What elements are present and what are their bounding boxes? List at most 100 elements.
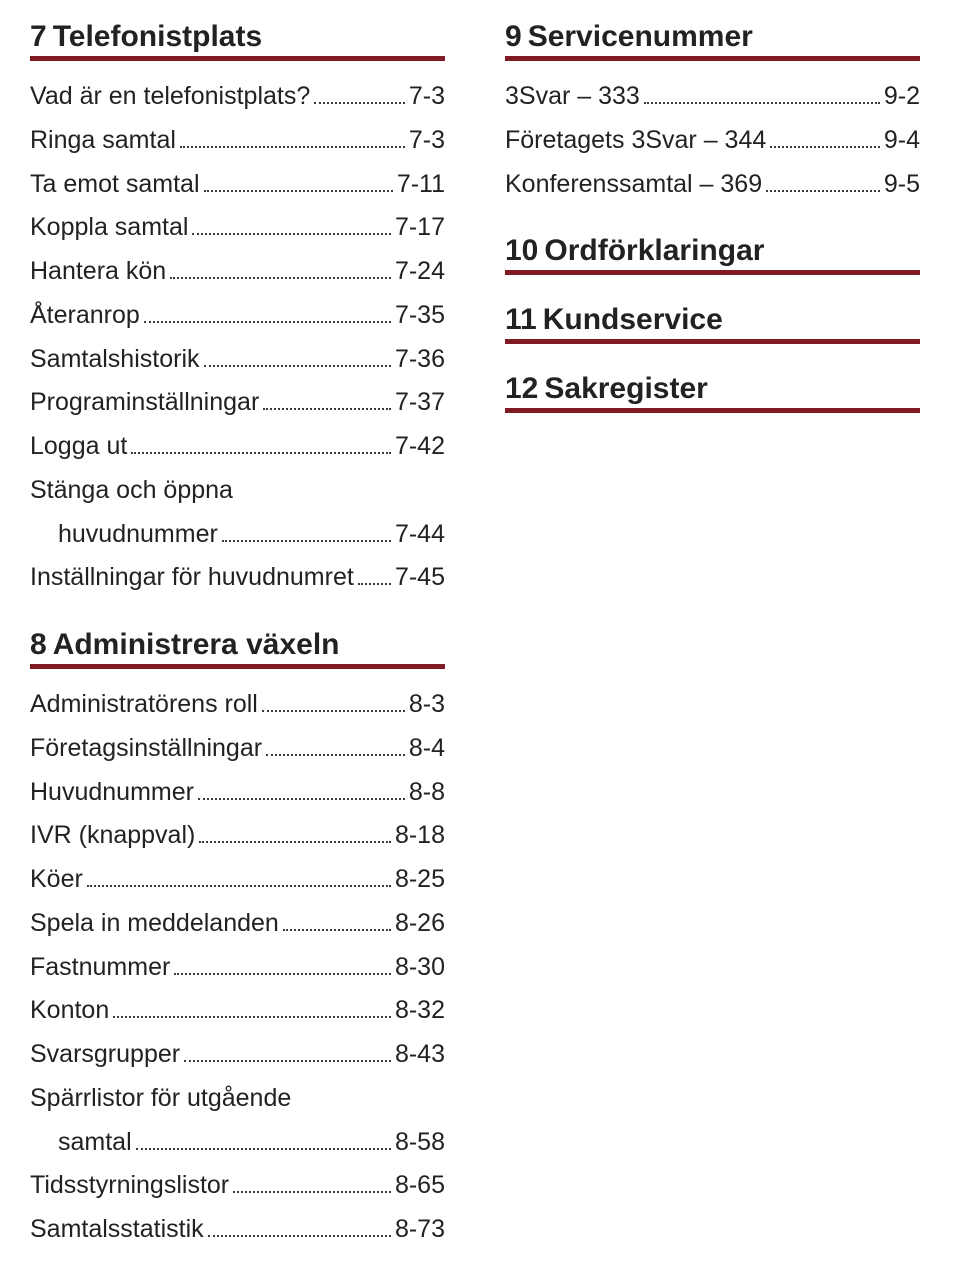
toc-item: Hantera kön 7-24 [30,250,445,294]
toc-item: Programinställningar7-37 [30,381,445,425]
toc-item-continuation: samtal8-58 [30,1121,445,1165]
toc-item-page: 8-43 [395,1033,445,1077]
toc-left-column: 7Telefonistplats Vad är en telefonistplat… [30,20,445,1280]
toc-leader-dots [266,754,405,756]
toc-leader-dots [766,190,880,192]
toc-item-page: 7-35 [395,294,445,338]
toc-section: 12Sakregister [505,372,920,413]
toc-item-page: 8-65 [395,1164,445,1208]
toc-leader-dots [131,452,391,454]
toc-item-label: Ta emot samtal [30,163,200,207]
toc-leader-dots [136,1148,391,1150]
toc-item: Företagets 3Svar – 3449-4 [505,119,920,163]
toc-leader-dots [262,710,405,712]
toc-item: Logga ut 7-42 [30,425,445,469]
toc-item: Ta emot samtal 7-11 [30,163,445,207]
toc-item-label: Samtalsstatistik [30,1208,204,1252]
toc-item-page: 9-4 [884,119,920,163]
toc-item: Fastnummer8-30 [30,946,445,990]
toc-item-page: 9-2 [884,75,920,119]
toc-item-label: Ringa samtal [30,119,176,163]
toc-section-title-text: Sakregister [544,372,707,405]
toc-item-page: 9-5 [884,163,920,207]
toc-item-page: 7-24 [395,250,445,294]
toc-item-page: 8-30 [395,946,445,990]
toc-leader-dots [644,102,880,104]
toc-item-label: Konferenssamtal – 369 [505,163,762,207]
toc-leader-dots [208,1235,391,1237]
toc-item-page: 8-73 [395,1208,445,1252]
toc-section-title: 8Administrera växeln [30,628,445,669]
toc-section: 11Kundservice [505,303,920,344]
toc-item-label: Huvudnummer [30,771,194,815]
toc-leader-dots [263,408,391,410]
toc-leader-dots [358,583,391,585]
toc-item-label: Inställningar för huvudnumret [30,556,354,600]
toc-item-page: 8-3 [409,683,445,727]
toc-item-page: 7-42 [395,425,445,469]
toc-item-page: 8-8 [409,771,445,815]
toc-leader-dots [113,1016,391,1018]
toc-item-label: Konton [30,989,109,1033]
toc-item-label: Logga ut [30,425,127,469]
toc-item-page: 7-3 [409,75,445,119]
toc-item: Tidsstyrningslistor8-65 [30,1164,445,1208]
toc-item-page: 8-18 [395,814,445,858]
toc-item: Huvudnummer 8-8 [30,771,445,815]
toc-item-page: 7-44 [395,513,445,557]
toc-item-label: Spärrlistor för utgående [30,1077,291,1121]
toc-leader-dots [770,146,880,148]
toc-right-column: 9Servicenummer3Svar – 3339-2Företagets 3… [505,20,920,1280]
toc-item: IVR (knappval)8-18 [30,814,445,858]
toc-section-title-text: Ordförklaringar [544,234,764,267]
toc-item: Konferenssamtal – 369 9-5 [505,163,920,207]
toc-section: 8Administrera växeln Administratörens rol… [30,628,445,1252]
toc-leader-dots [184,1060,391,1062]
toc-item-label: huvudnummer [30,513,218,557]
toc-section-number: 11 [505,303,537,336]
toc-item: Återanrop 7-35 [30,294,445,338]
toc-item: Spärrlistor för utgående [30,1077,445,1121]
toc-item: Samtalshistorik7-36 [30,338,445,382]
toc-item-page: 7-11 [397,163,445,207]
toc-item: Konton 8-32 [30,989,445,1033]
toc-leader-dots [198,798,405,800]
toc-item: Spela in meddelanden8-26 [30,902,445,946]
toc-item-label: Köer [30,858,83,902]
toc-leader-dots [192,233,391,235]
toc-item: Ringa samtal7-3 [30,119,445,163]
toc-item: Koppla samtal7-17 [30,206,445,250]
toc-columns: 7Telefonistplats Vad är en telefonistplat… [30,20,920,1280]
toc-item-page: 8-4 [409,727,445,771]
toc-leader-dots [222,540,391,542]
toc-item: Vad är en telefonistplats?7-3 [30,75,445,119]
toc-leader-dots [283,929,391,931]
toc-item-label: Svarsgrupper [30,1033,180,1077]
toc-section-number: 10 [505,234,538,267]
toc-item-page: 8-32 [395,989,445,1033]
toc-item: Stänga och öppna [30,469,445,513]
toc-section-title: 10Ordförklaringar [505,234,920,275]
toc-item-label: Hantera kön [30,250,166,294]
toc-section-title-text: Telefonistplats [53,20,262,53]
toc-item: Inställningar för huvudnumret 7-45 [30,556,445,600]
toc-section-title: 11Kundservice [505,303,920,344]
toc-item-page: 7-36 [395,338,445,382]
toc-leader-dots [144,321,391,323]
toc-item-page: 8-25 [395,858,445,902]
toc-section-number: 7 [30,20,47,53]
toc-item: 3Svar – 3339-2 [505,75,920,119]
toc-item-page: 7-37 [395,381,445,425]
toc-item-label: Stänga och öppna [30,469,233,513]
toc-item: Samtalsstatistik 8-73 [30,1208,445,1252]
toc-section: 10Ordförklaringar [505,234,920,275]
toc-item-label: Återanrop [30,294,140,338]
toc-item-page: 7-45 [395,556,445,600]
toc-section-number: 8 [30,628,47,661]
toc-item-label: Företagsinställningar [30,727,262,771]
toc-section: 7Telefonistplats Vad är en telefonistplat… [30,20,445,600]
toc-item-page: 8-26 [395,902,445,946]
toc-item-continuation: huvudnummer 7-44 [30,513,445,557]
toc-section-number: 9 [505,20,522,53]
toc-item: Administratörens roll8-3 [30,683,445,727]
